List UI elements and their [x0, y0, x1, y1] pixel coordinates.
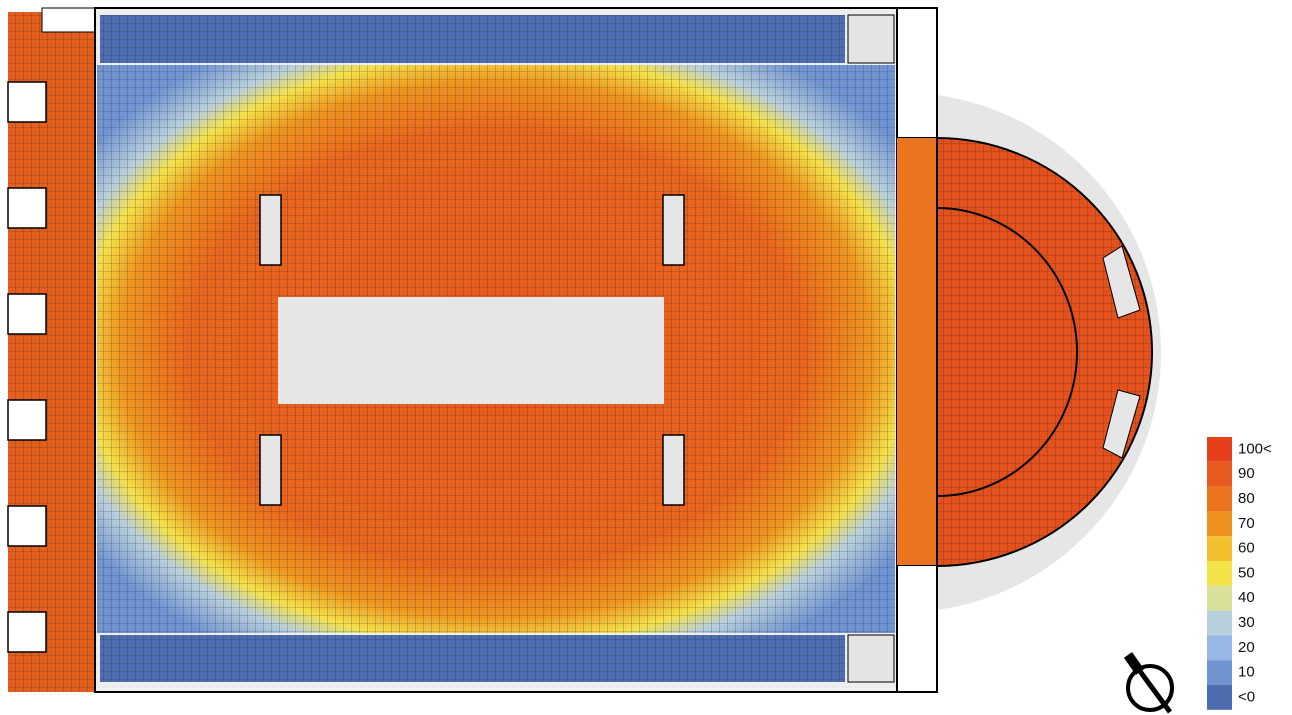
legend-label: 100< — [1238, 440, 1272, 457]
legend-swatch — [1207, 685, 1232, 710]
legend-label: 20 — [1238, 639, 1255, 656]
heatmap-plan: 100< 90 80 70 60 50 40 30 20 10 <0 — [0, 0, 1292, 715]
legend-label: 90 — [1238, 465, 1255, 482]
legend-swatch — [1207, 511, 1232, 536]
legend-label: 40 — [1238, 589, 1255, 606]
legend-label: 60 — [1238, 540, 1255, 557]
legend-swatch — [1207, 586, 1232, 611]
legend-swatch — [1207, 462, 1232, 487]
legend-swatch — [1207, 561, 1232, 586]
plan — [8, 8, 1172, 712]
legend-swatch — [1207, 437, 1232, 462]
apse-entry — [897, 138, 937, 565]
legend: 100< 90 80 70 60 50 40 30 20 10 <0 — [1207, 437, 1272, 710]
legend-label: 80 — [1238, 490, 1255, 507]
compass — [1128, 655, 1172, 712]
legend-label: 50 — [1238, 564, 1255, 581]
legend-swatch — [1207, 660, 1232, 685]
legend-label: <0 — [1238, 688, 1255, 705]
legend-label: 70 — [1238, 515, 1255, 532]
legend-swatch — [1207, 487, 1232, 512]
legend-swatch — [1207, 536, 1232, 561]
legend-swatch — [1207, 611, 1232, 636]
legend-label: 30 — [1238, 614, 1255, 631]
legend-label: 10 — [1238, 664, 1255, 681]
legend-swatch — [1207, 635, 1232, 660]
